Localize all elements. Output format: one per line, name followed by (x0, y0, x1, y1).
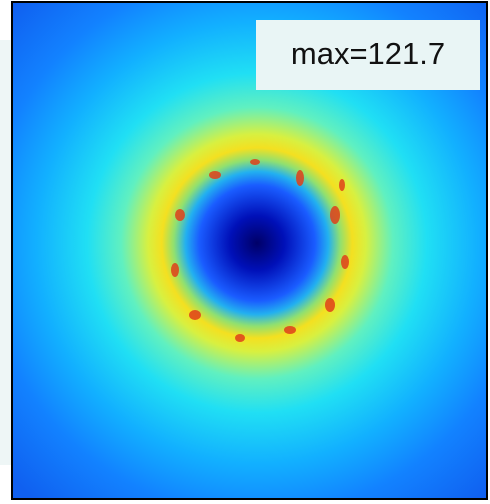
hot-spot (209, 171, 221, 179)
hot-spot (284, 326, 296, 334)
hot-spot (325, 298, 335, 312)
hot-spot (189, 310, 201, 320)
hot-spot (330, 206, 340, 224)
hot-spot (171, 263, 179, 277)
hot-spot (339, 179, 345, 191)
figure: max=121.7 (0, 0, 490, 504)
hot-spot (235, 334, 245, 342)
hot-spot (341, 255, 349, 269)
hot-spot (250, 159, 260, 165)
max-label: max=121.7 (291, 36, 445, 71)
hot-spot (296, 170, 304, 186)
hot-spot (175, 209, 185, 221)
